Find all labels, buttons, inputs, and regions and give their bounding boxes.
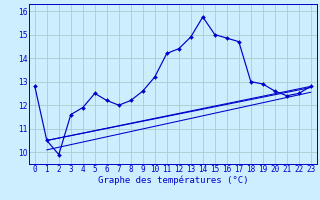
X-axis label: Graphe des températures (°C): Graphe des températures (°C) [98,176,248,185]
